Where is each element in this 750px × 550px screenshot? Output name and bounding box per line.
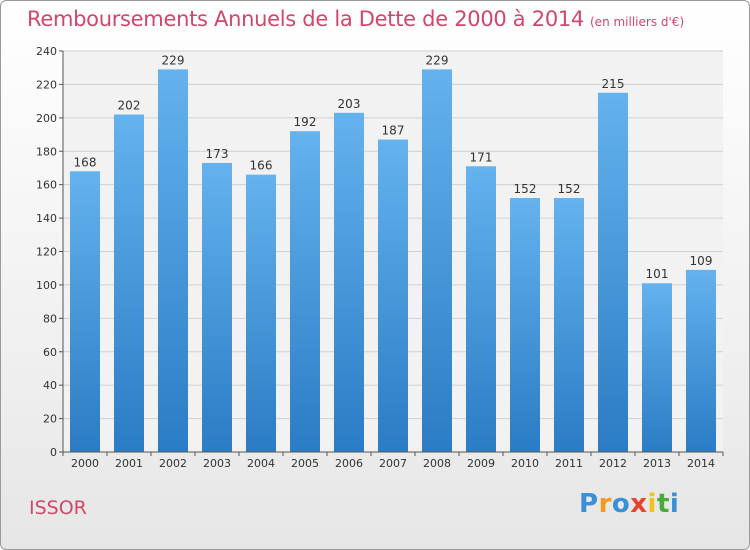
bar <box>114 114 144 452</box>
bar <box>422 69 452 453</box>
x-tick-label: 2010 <box>511 457 539 470</box>
bar <box>202 162 232 452</box>
value-label: 215 <box>602 77 625 91</box>
bar <box>290 131 320 452</box>
x-tick-label: 2005 <box>291 457 319 470</box>
logo-letter: t <box>656 489 670 519</box>
y-tick-label: 80 <box>43 312 57 325</box>
y-tick-label: 0 <box>50 446 57 459</box>
bar <box>70 171 100 453</box>
bar <box>334 112 364 452</box>
value-label: 101 <box>646 267 669 281</box>
x-tick-label: 2001 <box>115 457 143 470</box>
logo-letter: r <box>598 489 612 519</box>
commune-name: ISSOR <box>29 497 87 519</box>
x-tick-label: 2012 <box>599 457 627 470</box>
y-tick-label: 140 <box>36 212 57 225</box>
value-label: 229 <box>162 53 185 67</box>
y-tick-label: 160 <box>36 179 57 192</box>
value-label: 229 <box>426 53 449 67</box>
bar <box>378 139 408 452</box>
logo-letter: o <box>611 489 631 519</box>
value-label: 203 <box>338 97 361 111</box>
value-label: 173 <box>206 147 229 161</box>
logo-letter: P <box>579 489 599 519</box>
value-label: 152 <box>514 182 537 196</box>
x-tick-label: 2004 <box>247 457 275 470</box>
value-label: 166 <box>250 159 273 173</box>
chart-subtitle: (en milliers d'€) <box>590 15 685 29</box>
x-tick-label: 2008 <box>423 457 451 470</box>
x-tick-labels: 2000 2001 2002 2003 2004 2005 2006 2007 2008 2009… <box>71 457 715 470</box>
bar <box>686 269 716 452</box>
y-tick-labels: 0 20 40 60 80 100 120 140 160 180 200 220 240 <box>36 45 57 459</box>
bars <box>70 69 716 453</box>
x-tick-label: 2009 <box>467 457 495 470</box>
chart-title-text: Remboursements Annuels de la Dette de 20… <box>27 7 584 31</box>
x-tick-label: 2006 <box>335 457 363 470</box>
y-tick-label: 60 <box>43 346 57 359</box>
y-tick-label: 100 <box>36 279 57 292</box>
x-tick-label: 2013 <box>643 457 671 470</box>
value-label: 168 <box>74 155 97 169</box>
y-tick-label: 180 <box>36 145 57 158</box>
proxiti-logo: Proxiti <box>579 489 679 519</box>
x-tick-label: 2011 <box>555 457 583 470</box>
bar <box>246 174 276 452</box>
bar <box>554 198 584 452</box>
bar <box>642 283 672 452</box>
x-tick-label: 2014 <box>687 457 715 470</box>
logo-letter: i <box>647 489 657 519</box>
y-tick-label: 220 <box>36 78 57 91</box>
y-tick-label: 120 <box>36 246 57 259</box>
logo-letter: x <box>630 489 648 519</box>
bar <box>598 92 628 452</box>
value-label: 152 <box>558 182 581 196</box>
y-tick-label: 20 <box>43 413 57 426</box>
x-tick-label: 2007 <box>379 457 407 470</box>
y-tick-label: 200 <box>36 112 57 125</box>
value-labels: 168 202 229 173 166 192 203 187 229 171 152 152 215 1… <box>74 53 713 281</box>
bar <box>158 69 188 453</box>
logo-letter: i <box>669 489 680 519</box>
value-label: 109 <box>690 254 713 268</box>
value-label: 192 <box>294 115 317 129</box>
value-label: 187 <box>382 124 405 138</box>
chart-title: Remboursements Annuels de la Dette de 20… <box>27 7 684 31</box>
x-tick-label: 2000 <box>71 457 99 470</box>
bar <box>510 198 540 452</box>
axes <box>62 51 724 456</box>
value-label: 202 <box>118 98 141 112</box>
bar <box>466 166 496 452</box>
x-tick-label: 2003 <box>203 457 231 470</box>
value-label: 171 <box>470 150 493 164</box>
x-tick-label: 2002 <box>159 457 187 470</box>
y-tick-label: 40 <box>43 379 57 392</box>
y-tick-label: 240 <box>36 45 57 58</box>
